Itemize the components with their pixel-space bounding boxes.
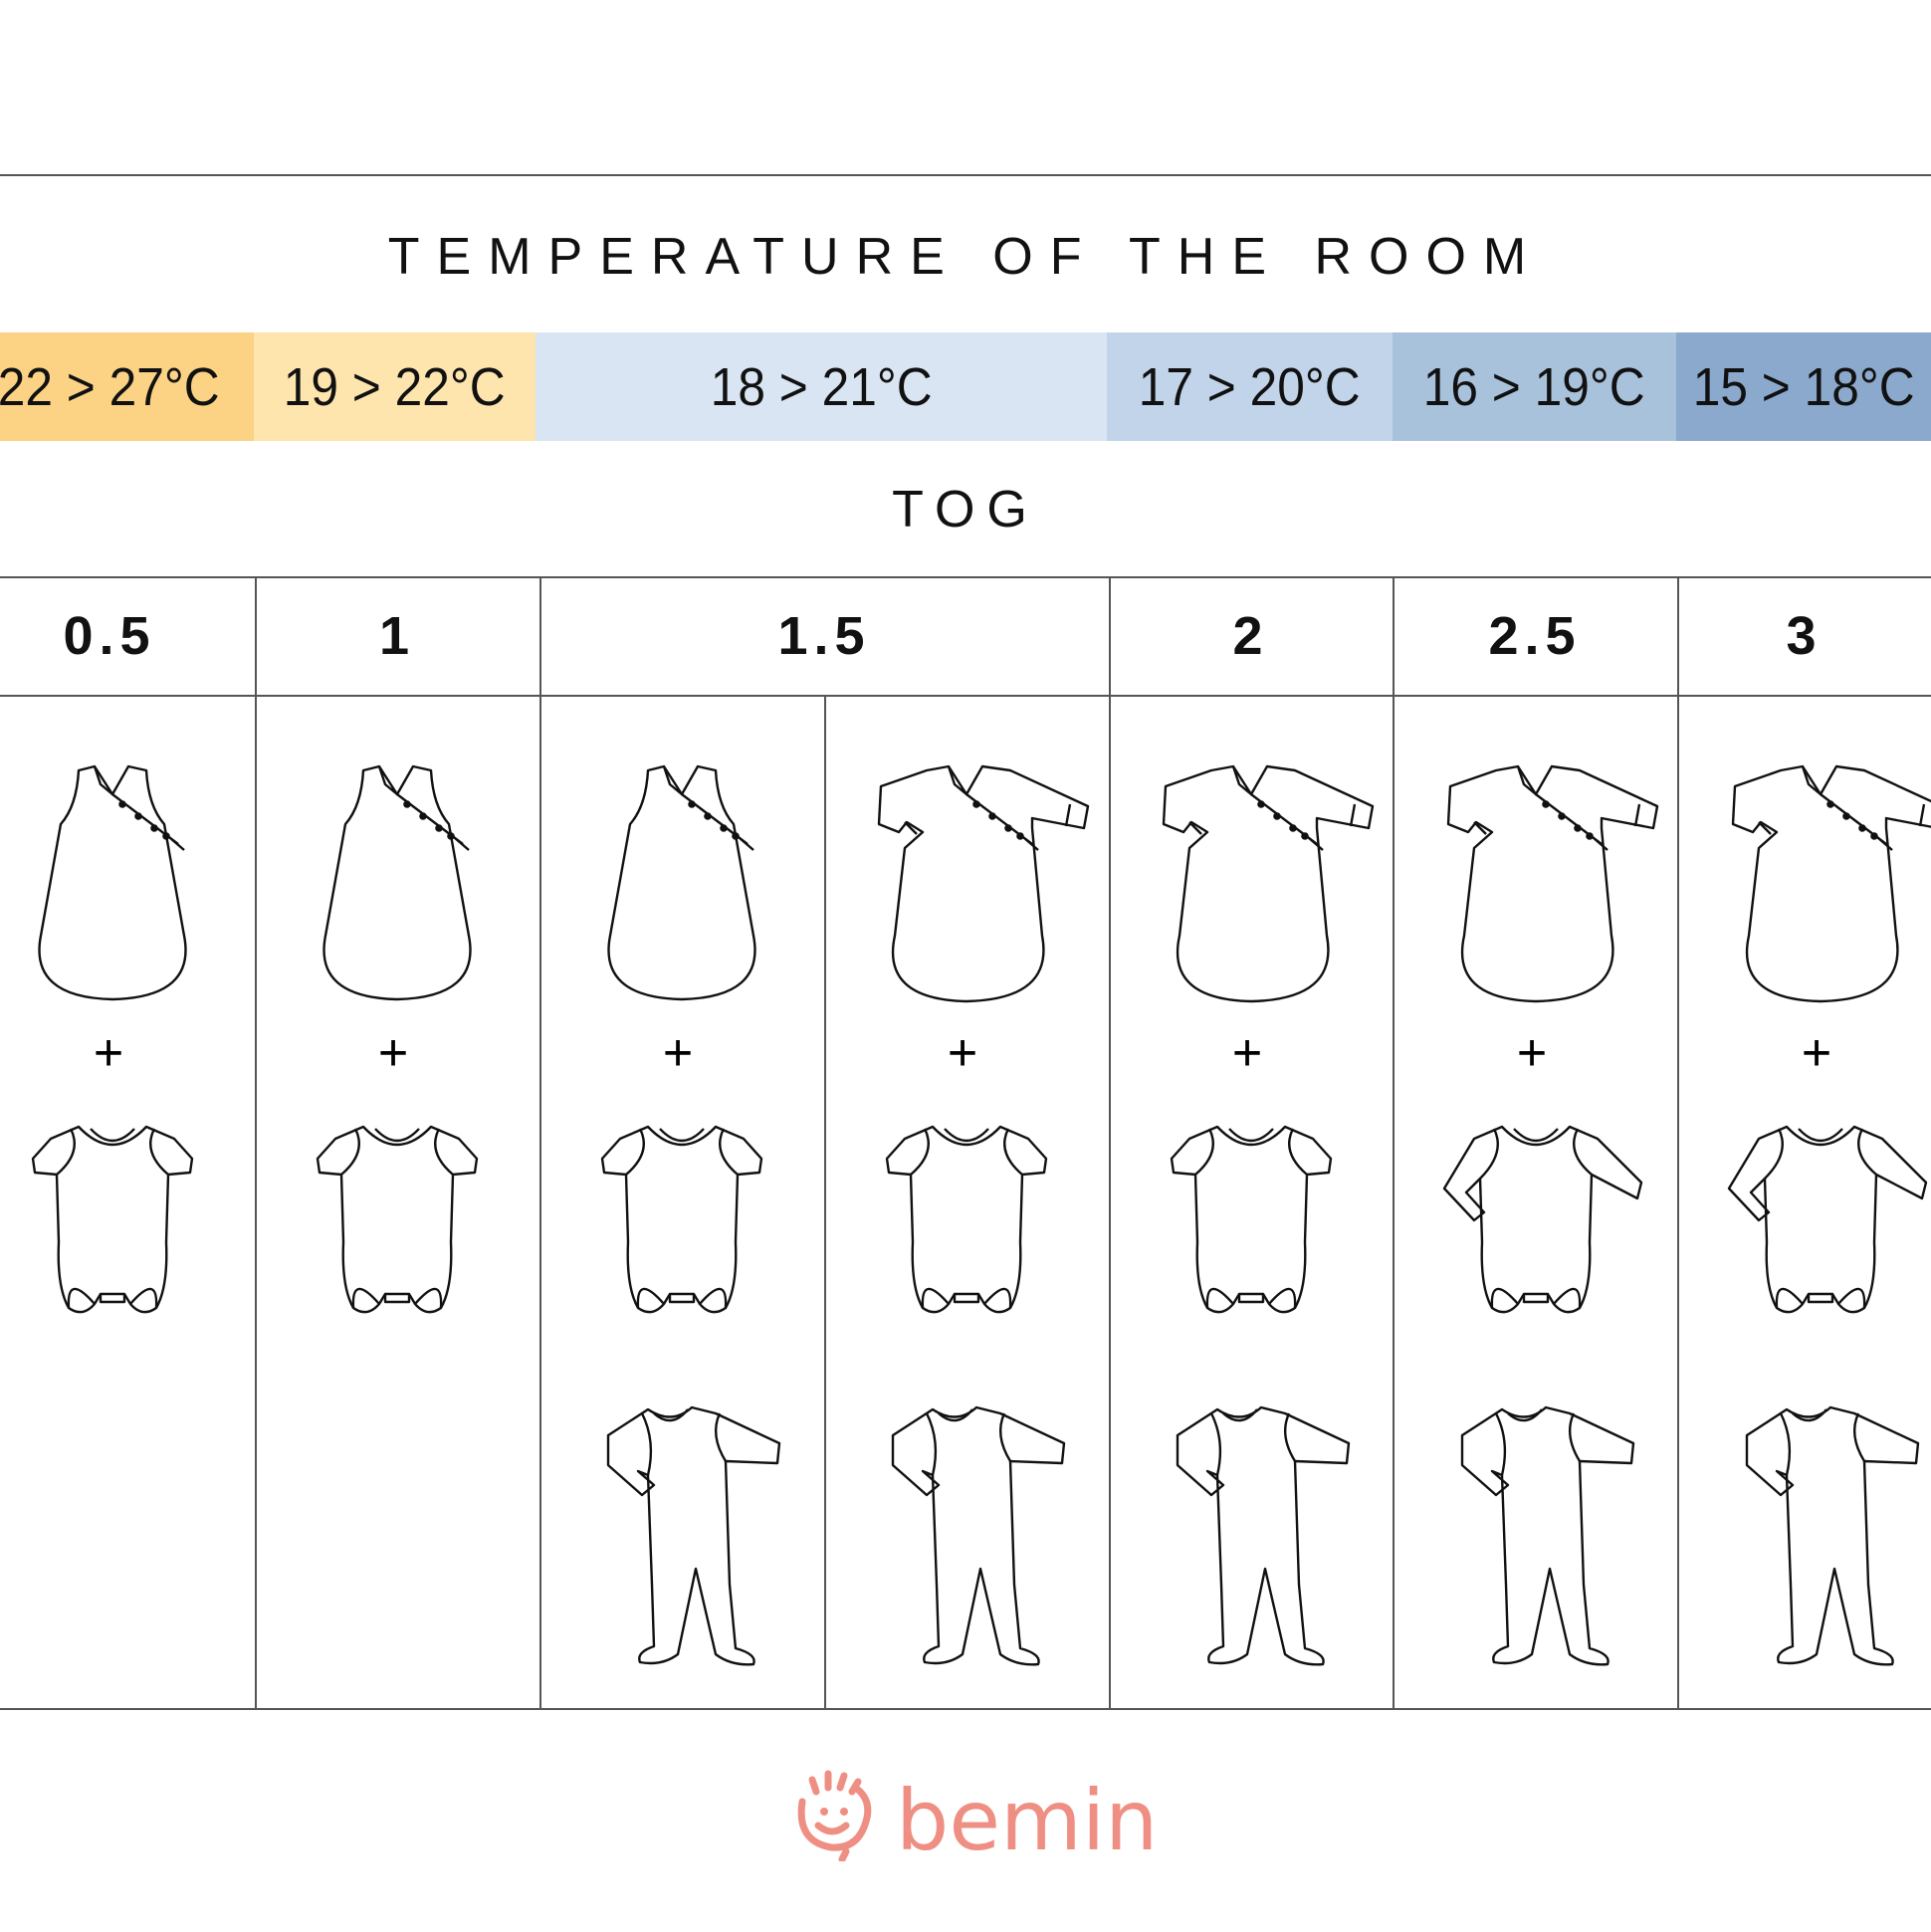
short-sleeve-bodysuit-icon <box>1170 1125 1333 1314</box>
footed-pyjama-icon <box>891 1405 1066 1666</box>
tog-bottom-line <box>0 695 1931 697</box>
plus-sign: + <box>1232 1024 1262 1082</box>
top-divider <box>0 174 1931 176</box>
bemini-logo: bemini <box>797 1770 1165 1861</box>
band-2: 18 > 21°C <box>536 332 1107 441</box>
col-divider <box>539 576 541 1710</box>
tog-heading: TOG <box>892 481 1039 538</box>
long-sleeve-sleeping-bag-icon <box>1446 764 1659 1003</box>
short-sleeve-bodysuit-icon <box>31 1125 194 1314</box>
short-sleeve-bodysuit-icon <box>600 1125 763 1314</box>
tog-4: 2.5 <box>1488 606 1582 666</box>
band-label: 19 > 22°C <box>284 356 506 417</box>
footed-pyjama-icon <box>1460 1405 1635 1666</box>
tog-0: 0.5 <box>63 606 156 666</box>
tog-5: 3 <box>1786 606 1823 666</box>
tog-top-line <box>0 576 1931 578</box>
band-label: 15 > 18°C <box>1692 356 1915 417</box>
band-label: 17 > 20°C <box>1139 356 1361 417</box>
band-5: 15 > 18°C <box>1676 332 1931 441</box>
plus-sign: + <box>1517 1024 1547 1082</box>
band-label: 16 > 19°C <box>1423 356 1645 417</box>
band-0: 22 > 27°C <box>0 332 254 441</box>
col-divider <box>824 697 826 1710</box>
long-sleeve-bodysuit-icon <box>1727 1125 1928 1314</box>
table-bottom-line <box>0 1708 1931 1710</box>
long-sleeve-sleeping-bag-icon <box>1731 764 1931 1003</box>
band-label: 18 > 21°C <box>710 356 933 417</box>
tog-3: 2 <box>1232 606 1269 666</box>
sleeveless-sleeping-bag-icon <box>607 764 756 1001</box>
long-sleeve-sleeping-bag-icon <box>1162 764 1375 1003</box>
band-1: 19 > 22°C <box>254 332 536 441</box>
short-sleeve-bodysuit-icon <box>316 1125 479 1314</box>
col-divider <box>255 576 257 1710</box>
sleeveless-sleeping-bag-icon <box>322 764 472 1001</box>
plus-sign: + <box>94 1024 123 1082</box>
footed-pyjama-icon <box>1745 1405 1920 1666</box>
plus-sign: + <box>948 1024 977 1082</box>
sleeveless-sleeping-bag-icon <box>38 764 187 1001</box>
footed-pyjama-icon <box>606 1405 781 1666</box>
tog-2: 1.5 <box>777 606 871 666</box>
brand-name: bemini <box>896 1772 1165 1861</box>
chart-title: TEMPERATURE OF THE ROOM <box>387 228 1544 286</box>
tog-1: 1 <box>378 606 416 666</box>
long-sleeve-bodysuit-icon <box>1442 1125 1643 1314</box>
col-divider <box>1393 576 1395 1710</box>
band-4: 16 > 19°C <box>1393 332 1676 441</box>
footed-pyjama-icon <box>1176 1405 1351 1666</box>
plus-sign: + <box>663 1024 693 1082</box>
plus-sign: + <box>1802 1024 1831 1082</box>
band-label: 22 > 27°C <box>0 356 220 417</box>
plus-sign: + <box>378 1024 408 1082</box>
col-divider <box>1109 576 1111 1710</box>
short-sleeve-bodysuit-icon <box>885 1125 1048 1314</box>
band-3: 17 > 20°C <box>1107 332 1393 441</box>
long-sleeve-sleeping-bag-icon <box>877 764 1090 1003</box>
col-divider <box>1677 576 1679 1710</box>
